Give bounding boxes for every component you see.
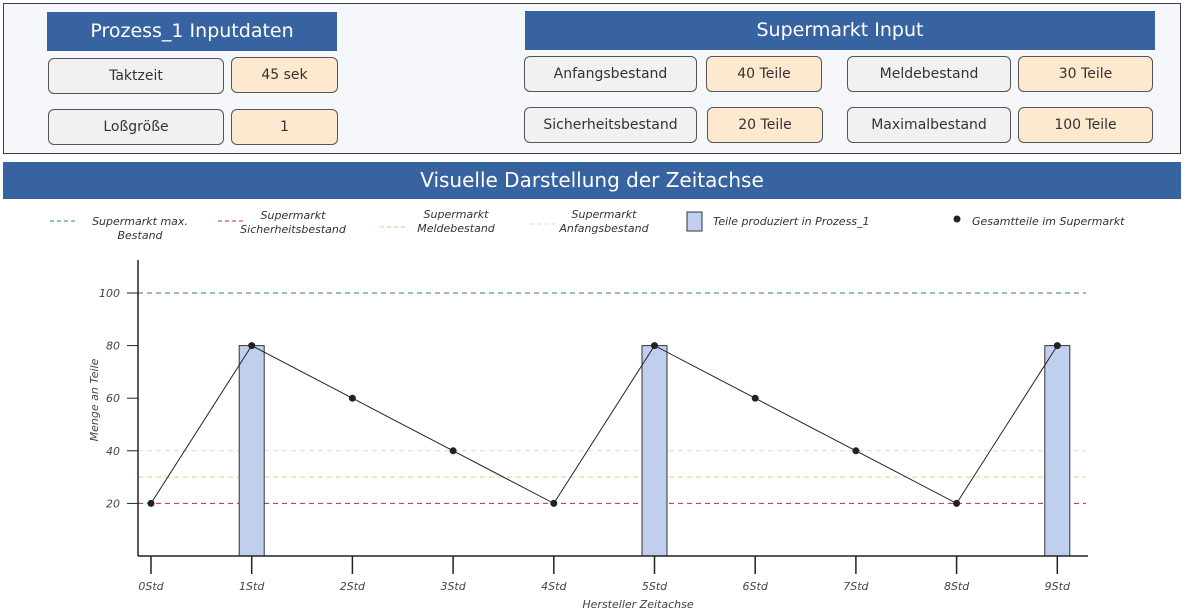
losgroesse-value[interactable]: 1 xyxy=(231,109,338,145)
series-line xyxy=(150,344,1058,505)
taktzeit-label: Taktzeit xyxy=(48,58,224,94)
meldebestand-label: Meldebestand xyxy=(847,56,1011,92)
prozess-panel-title: Prozess_1 Inputdaten xyxy=(47,12,337,51)
maximalbestand-value[interactable]: 100 Teile xyxy=(1018,107,1153,143)
series-point-1 xyxy=(248,342,256,350)
bar-5 xyxy=(641,345,668,557)
y-tick-label-40: 40 xyxy=(106,445,120,458)
supermarkt-panel-title-text: Supermarkt Input xyxy=(756,19,924,41)
losgroesse-label: Loßgröße xyxy=(48,109,224,145)
legend-safety-label-2: Sicherheitsbestand xyxy=(240,223,347,236)
legend-bar-label: Teile produziert in Prozess_1 xyxy=(713,215,870,228)
y-tick-label-100: 100 xyxy=(99,287,120,300)
legend-point-label: Gesamtteile im Supermarkt xyxy=(972,215,1125,228)
x-tick-label-5: 5Std xyxy=(642,580,668,593)
series-point-7 xyxy=(852,447,860,455)
series-point-8 xyxy=(953,499,961,507)
taktzeit-value[interactable]: 45 sek xyxy=(231,57,338,93)
bar-1 xyxy=(238,345,265,557)
anfangsbestand-value[interactable]: 40 Teile xyxy=(706,56,822,92)
meldebestand-value[interactable]: 30 Teile xyxy=(1018,56,1153,92)
legend-reorder-label-1: Supermarkt xyxy=(424,208,490,221)
chart-legend: Supermarkt max. Bestand Supermarkt Siche… xyxy=(50,208,1125,242)
series-point-9 xyxy=(1053,342,1061,350)
sicherheitsbestand-value[interactable]: 20 Teile xyxy=(707,107,823,143)
y-axis-title: Menge an Teile xyxy=(88,358,101,441)
x-tick-label-2: 2Std xyxy=(340,580,366,593)
x-axis-title: Hersteller Zeitachse xyxy=(582,598,693,611)
x-tick-label-8: 8Std xyxy=(944,580,970,593)
timeline-title: Visuelle Darstellung der Zeitachse xyxy=(3,162,1181,199)
x-tick-label-3: 3Std xyxy=(440,580,466,593)
y-tick-label-60: 60 xyxy=(106,392,120,405)
series-point-3 xyxy=(449,447,457,455)
timeline-chart: Supermarkt max. Bestand Supermarkt Siche… xyxy=(50,208,1125,611)
sicherheitsbestand-label: Sicherheitsbestand xyxy=(524,107,697,143)
series-point-6 xyxy=(751,394,759,402)
anfangsbestand-label: Anfangsbestand xyxy=(524,56,697,92)
series-point-4 xyxy=(550,499,558,507)
legend-point-swatch xyxy=(953,215,961,223)
legend-safety-label-1: Supermarkt xyxy=(261,209,327,222)
legend-start-label-1: Supermarkt xyxy=(572,208,638,221)
x-tick-label-1: 1Std xyxy=(239,580,265,593)
prozess-panel-title-text: Prozess_1 Inputdaten xyxy=(90,20,294,42)
x-tick-label-7: 7Std xyxy=(843,580,869,593)
x-tick-label-0: 0Std xyxy=(138,580,164,593)
bar-9 xyxy=(1044,345,1071,557)
legend-bar-swatch xyxy=(686,211,703,232)
maximalbestand-label: Maximalbestand xyxy=(847,107,1011,143)
legend-max-label-1: Supermarkt max. xyxy=(92,215,188,228)
legend-reorder-label-2: Meldebestand xyxy=(417,222,496,235)
legend-max-label-2: Bestand xyxy=(117,229,163,242)
x-tick-label-4: 4Std xyxy=(541,580,567,593)
supermarkt-panel-title: Supermarkt Input xyxy=(525,11,1155,50)
series-point-2 xyxy=(348,394,356,402)
legend-start-label-2: Anfangsbestand xyxy=(558,222,649,235)
x-tick-label-6: 6Std xyxy=(743,580,769,593)
series-point-5 xyxy=(651,342,658,350)
x-tick-label-9: 9Std xyxy=(1045,580,1071,593)
series-point-0 xyxy=(147,499,155,507)
input-panel: Prozess_1 Inputdaten Taktzeit 45 sek Loß… xyxy=(3,3,1181,154)
y-tick-label-80: 80 xyxy=(106,340,120,353)
y-tick-label-20: 20 xyxy=(106,497,120,510)
